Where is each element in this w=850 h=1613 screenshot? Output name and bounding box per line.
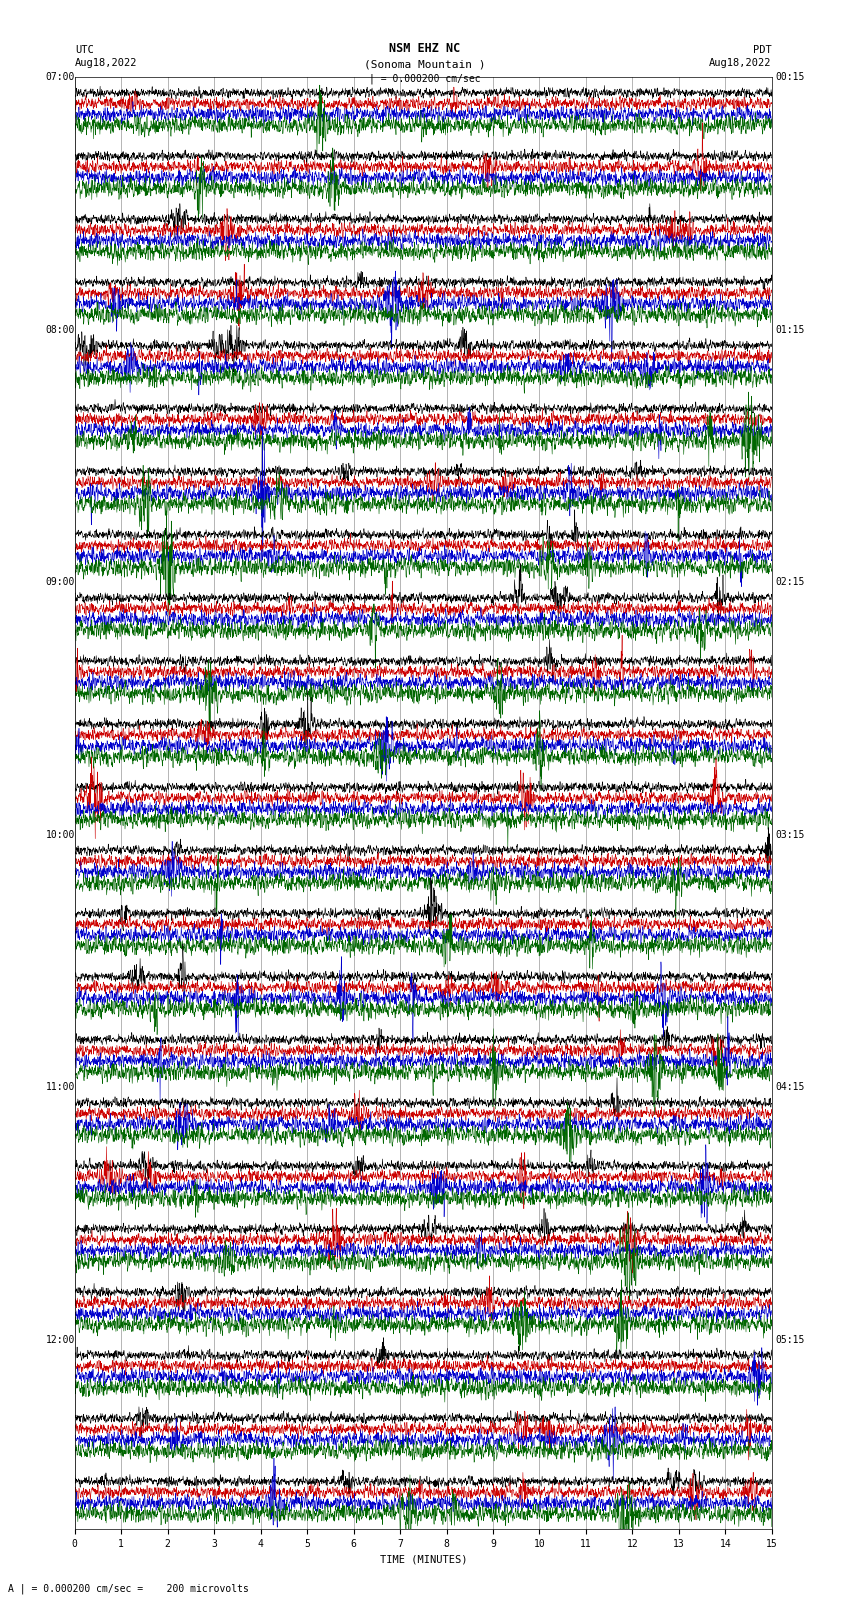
Text: NSM EHZ NC: NSM EHZ NC (389, 42, 461, 55)
Text: 04:15: 04:15 (776, 1082, 805, 1092)
Text: A | = 0.000200 cm/sec =    200 microvolts: A | = 0.000200 cm/sec = 200 microvolts (8, 1582, 249, 1594)
Text: | = 0.000200 cm/sec: | = 0.000200 cm/sec (369, 73, 481, 84)
Text: 11:00: 11:00 (45, 1082, 75, 1092)
Text: Aug18,2022: Aug18,2022 (709, 58, 772, 68)
Text: 07:00: 07:00 (45, 73, 75, 82)
Text: 02:15: 02:15 (776, 577, 805, 587)
Text: 10:00: 10:00 (45, 829, 75, 840)
Text: 08:00: 08:00 (45, 324, 75, 336)
Text: PDT: PDT (753, 45, 772, 55)
Text: UTC: UTC (75, 45, 94, 55)
Text: 03:15: 03:15 (776, 829, 805, 840)
Text: 09:00: 09:00 (45, 577, 75, 587)
Text: 05:15: 05:15 (776, 1336, 805, 1345)
Text: Aug18,2022: Aug18,2022 (75, 58, 138, 68)
Text: 12:00: 12:00 (45, 1336, 75, 1345)
Text: 01:15: 01:15 (776, 324, 805, 336)
X-axis label: TIME (MINUTES): TIME (MINUTES) (380, 1555, 467, 1565)
Text: (Sonoma Mountain ): (Sonoma Mountain ) (365, 60, 485, 69)
Text: 00:15: 00:15 (776, 73, 805, 82)
